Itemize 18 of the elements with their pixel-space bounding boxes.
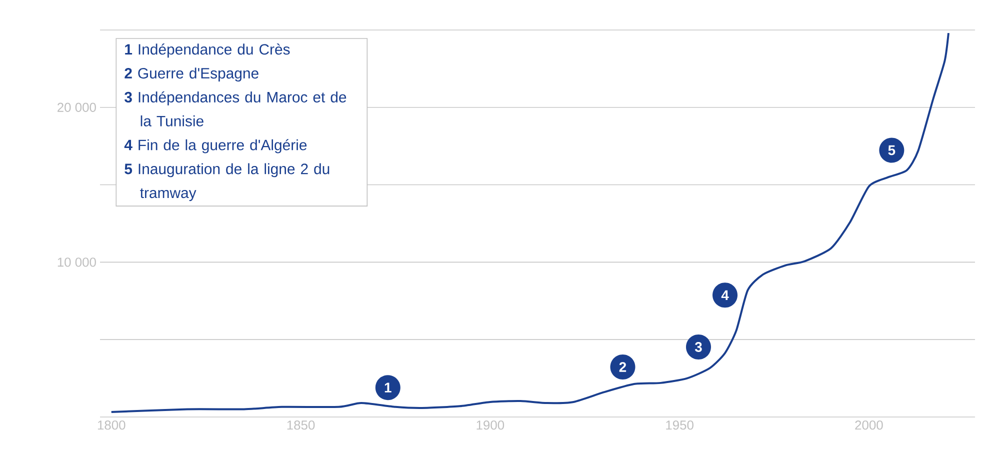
- annotation: 2 Guerre d'Espagne: [124, 68, 258, 82]
- annotation: 2: [619, 362, 626, 372]
- x-tick-label: 1900: [476, 420, 504, 430]
- x-tick-label: 1850: [287, 420, 315, 430]
- annotation: 4: [721, 290, 729, 300]
- annotation: 3: [694, 342, 702, 352]
- x-tick-label: 2000: [855, 420, 883, 430]
- annotation: 5: [888, 145, 896, 156]
- line-series: [110, 32, 950, 414]
- x-tick-label: 1950: [666, 420, 694, 430]
- annotation: 1 Indépendance du Crès: [125, 44, 290, 58]
- y-tick-label: 20 000: [58, 102, 96, 112]
- annotation: 1: [384, 382, 392, 392]
- annotation: 4 Fin de la guerre d'Algérie: [124, 139, 307, 154]
- x-tick-label: 1800: [98, 420, 126, 430]
- y-tick-label: 10 000: [58, 258, 96, 267]
- annotation: 3 Indépendances du Maroc et de la Tunisie: [124, 91, 346, 126]
- annotation: 5 Inauguration de la ligne 2 du tramway: [124, 163, 330, 202]
